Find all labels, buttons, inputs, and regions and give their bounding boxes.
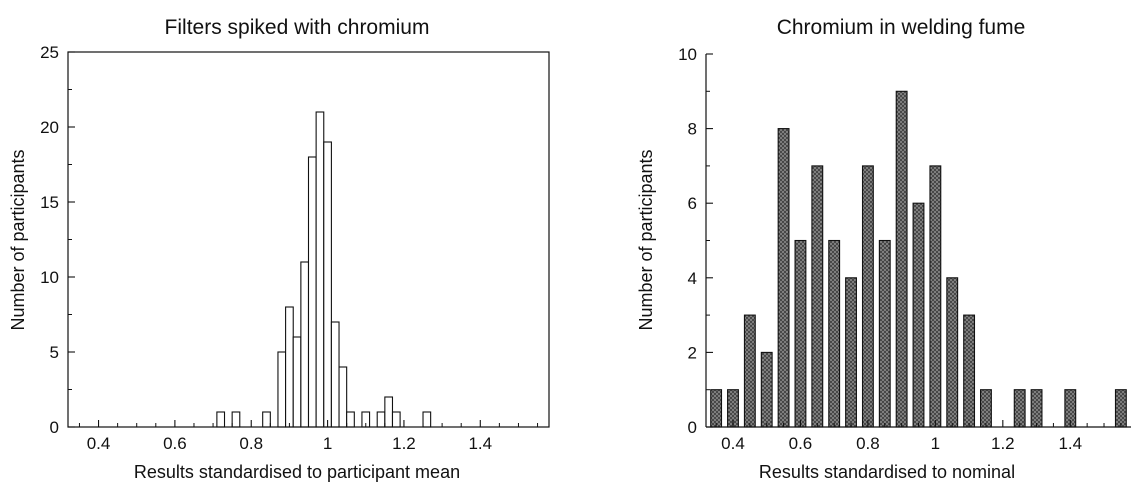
bar [929, 165, 942, 428]
bar [346, 411, 355, 428]
y-tick-label: 10 [678, 45, 697, 64]
y-tick-label: 2 [688, 343, 697, 362]
y-tick-label: 4 [688, 269, 697, 288]
bar [946, 277, 959, 428]
bar [262, 411, 271, 428]
y-tick-label: 0 [50, 418, 59, 437]
bar [878, 239, 891, 428]
bar [323, 141, 332, 428]
bar [811, 165, 824, 428]
bar [794, 239, 807, 428]
x-tick-label: 0.6 [789, 434, 813, 453]
bar [285, 306, 294, 428]
bar [912, 202, 925, 428]
bar [300, 261, 310, 428]
x-tick-label: 1.2 [991, 434, 1015, 453]
bar [216, 411, 226, 428]
bar [330, 321, 340, 428]
bar [743, 314, 756, 428]
bar [315, 111, 325, 428]
bar [422, 411, 432, 428]
bar [1114, 389, 1127, 428]
y-tick-label: 5 [50, 343, 59, 362]
y-tick-label: 25 [40, 43, 59, 62]
y-axis-label: Number of participants [636, 149, 656, 330]
x-tick-label: 1.4 [1058, 434, 1082, 453]
x-tick-label: 0.8 [856, 434, 880, 453]
bar [384, 396, 394, 428]
chart-welding-fume: Chromium in welding fume Results standar… [636, 16, 1131, 482]
x-tick-label: 0.4 [87, 434, 111, 453]
bar [1030, 389, 1043, 428]
x-axis-label: Results standardised to nominal [759, 462, 1015, 482]
x-tick-label: 1 [323, 434, 332, 453]
bar [828, 239, 841, 428]
x-tick-label: 0.8 [239, 434, 263, 453]
x-axis-label: Results standardised to participant mean [134, 462, 460, 482]
bar [376, 411, 386, 428]
bar [963, 314, 976, 428]
ticks: 0.4 0.6 0.8 1 1.2 1.4 0 5 10 15 20 25 [40, 43, 539, 453]
y-tick-label: 0 [688, 418, 697, 437]
bar [861, 165, 874, 428]
x-tick-label: 1.4 [468, 434, 492, 453]
x-tick-label: 1.2 [392, 434, 416, 453]
bar [710, 389, 723, 428]
y-tick-label: 15 [40, 193, 59, 212]
ticks: 0.4 0.6 0.8 1 1.2 1.4 0 2 4 6 8 10 [678, 45, 1122, 453]
bar [980, 389, 992, 428]
bar [1013, 389, 1026, 428]
chart-filters-spiked: Filters spiked with chromium Results sta… [8, 16, 550, 482]
y-tick-label: 20 [40, 118, 59, 137]
y-tick-label: 6 [688, 194, 697, 213]
x-tick-label: 0.6 [163, 434, 187, 453]
bar [307, 156, 317, 428]
y-axis-label: Number of participants [8, 149, 28, 330]
chart-title: Filters spiked with chromium [165, 16, 430, 39]
bar [338, 366, 348, 428]
bar [277, 351, 287, 428]
bar [845, 277, 857, 428]
bar [292, 336, 302, 428]
y-tick-label: 10 [40, 268, 59, 287]
bar [760, 351, 773, 428]
bar [777, 128, 790, 428]
bars [710, 90, 1127, 428]
x-tick-label: 1 [931, 434, 940, 453]
bar [391, 411, 401, 428]
x-tick-label: 0.4 [721, 434, 745, 453]
bars [216, 111, 432, 428]
bar [895, 90, 908, 428]
bar [231, 411, 241, 428]
y-tick-label: 8 [688, 120, 697, 139]
chart-title: Chromium in welding fume [777, 16, 1026, 39]
